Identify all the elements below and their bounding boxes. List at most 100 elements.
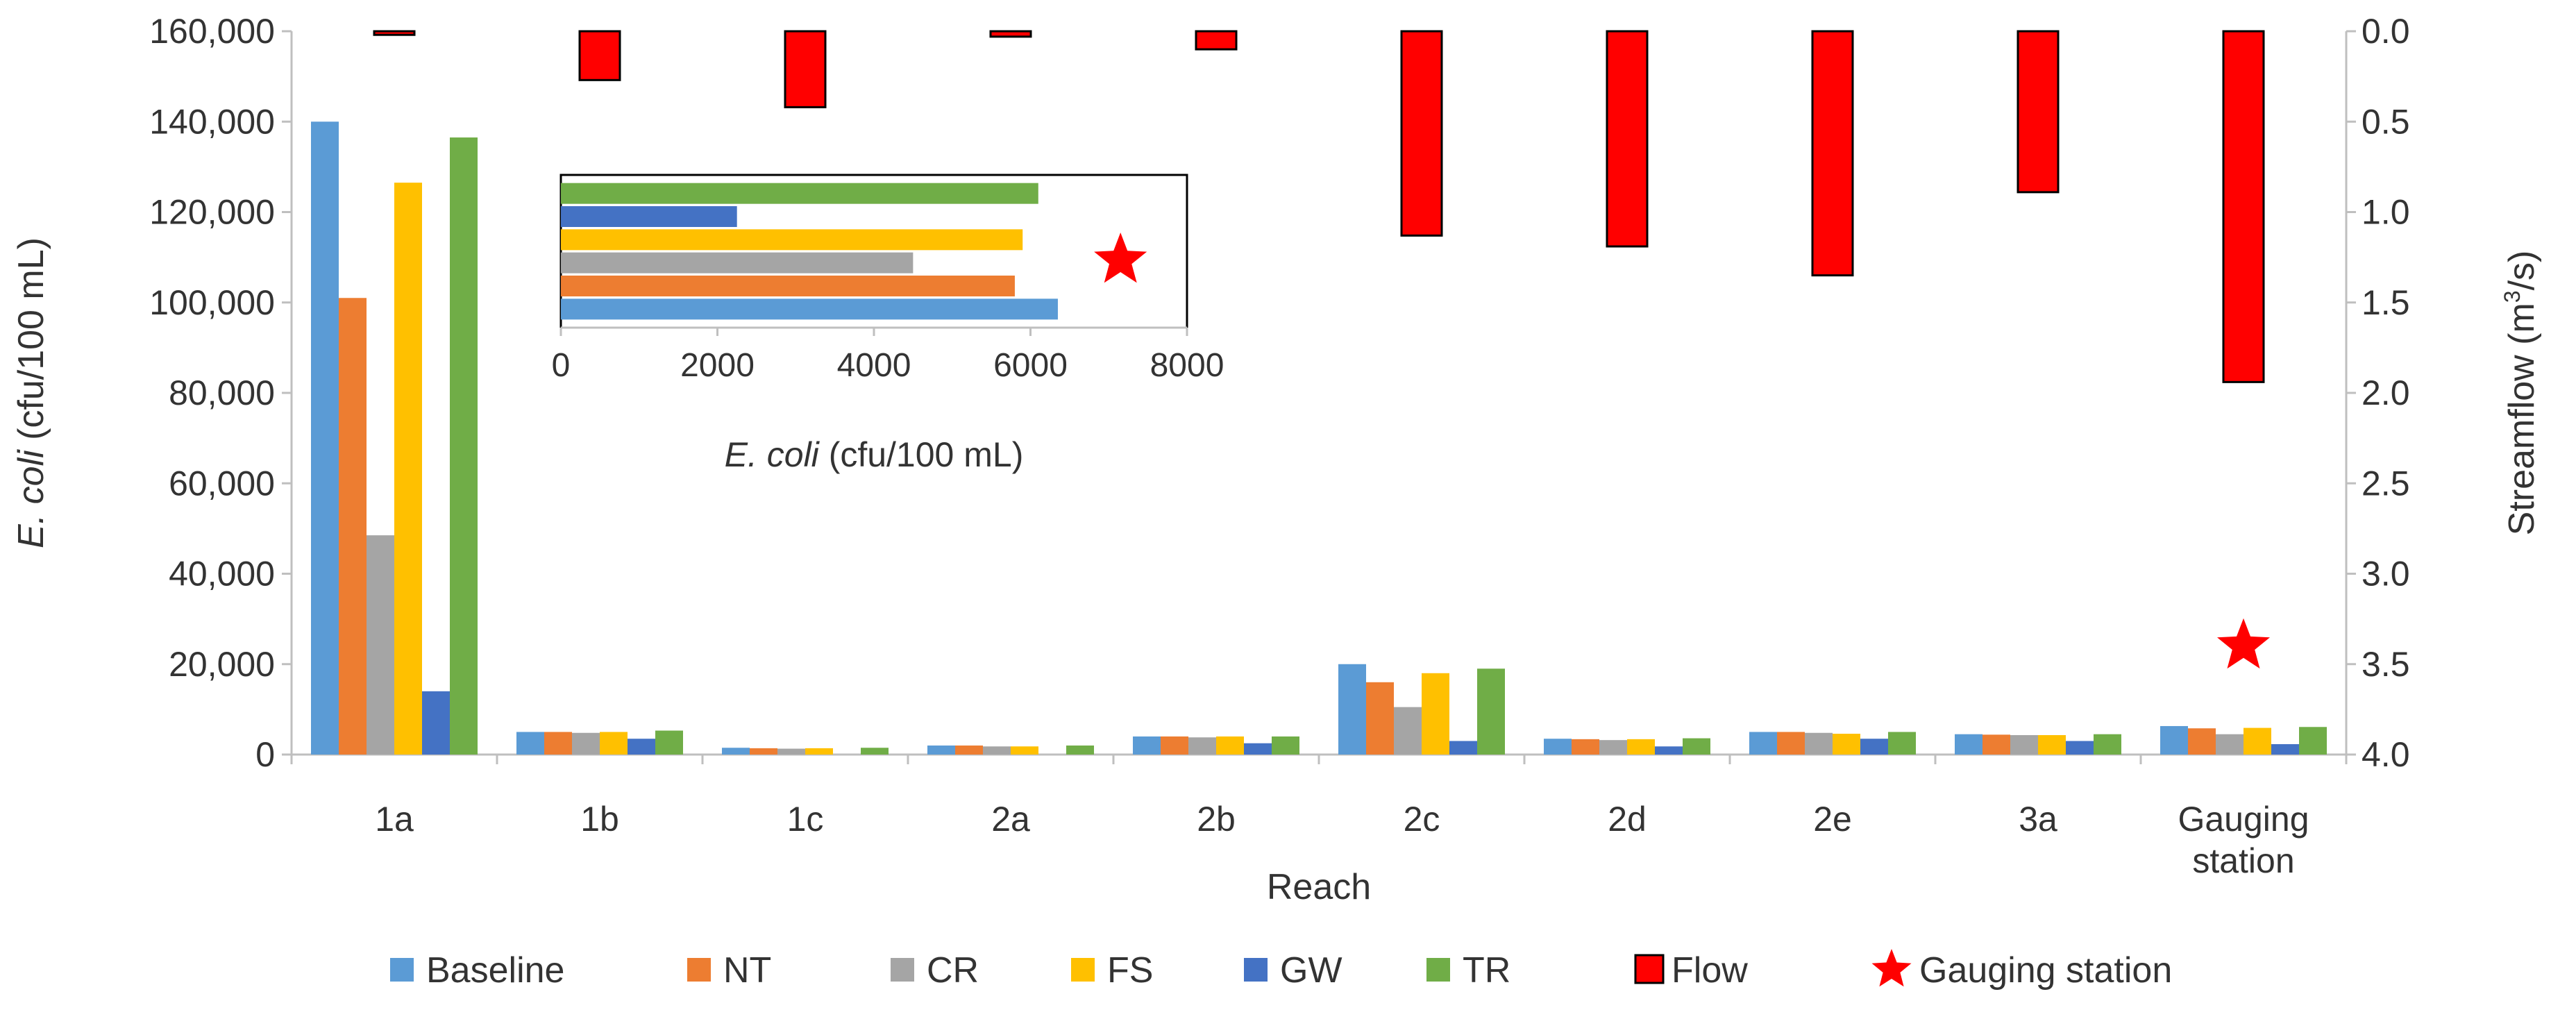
- x-axis-title: Reach: [1267, 867, 1371, 907]
- bar-gw-2b: [1244, 743, 1272, 755]
- bar-nt-1b: [544, 732, 572, 755]
- bar-tr-2d: [1683, 738, 1710, 755]
- x-tick-label: 2d: [1608, 800, 1647, 839]
- y-tick-label: 20,000: [169, 645, 275, 684]
- flow-bar-1b: [578, 30, 621, 81]
- bar-fs-1a: [394, 183, 422, 755]
- bar-cr-2a: [983, 746, 1011, 755]
- bar-tr-1a: [450, 137, 478, 755]
- y-axis-title-italic: E. coli: [11, 449, 51, 548]
- bar-nt-gauging-station: [2188, 728, 2216, 755]
- bar-fs-2a: [1011, 746, 1038, 755]
- y-tick-label: 40,000: [169, 555, 275, 594]
- bar-nt-2a: [955, 745, 983, 755]
- bar-cr-2d: [1599, 740, 1627, 755]
- y-tick-label: 160,000: [149, 12, 275, 51]
- y2-tick-label: 1.5: [2362, 283, 2410, 322]
- bar-tr-1c: [861, 748, 889, 755]
- legend-label-baseline: Baseline: [426, 950, 564, 991]
- bar-baseline-gauging-station: [2160, 725, 2188, 755]
- inset-bar-gw: [561, 206, 737, 227]
- x-tick-label-line: station: [2192, 841, 2294, 880]
- legend-label-flow: Flow: [1672, 950, 1748, 991]
- bar-fs-gauging-station: [2244, 727, 2271, 755]
- bar-fs-3a: [2038, 734, 2066, 755]
- bar-gw-2e: [1860, 739, 1888, 755]
- y2-tick-label: 4.0: [2362, 735, 2410, 774]
- bar-tr-2a: [1066, 745, 1094, 755]
- flow-bar-2e: [1811, 30, 1854, 277]
- legend-swatch-gauging-station: [1871, 949, 1912, 987]
- legend-label-gw: GW: [1280, 950, 1342, 991]
- x-tick-label: 1c: [787, 800, 824, 839]
- gauging-station-marker: [2217, 618, 2270, 669]
- y2-tick-label: 1.0: [2362, 193, 2410, 232]
- bar-tr-2e: [1888, 732, 1916, 755]
- bar-fs-2d: [1627, 739, 1655, 755]
- inset-x-tick-label: 4000: [837, 347, 911, 384]
- y2-tick-label: 0.5: [2362, 102, 2410, 141]
- y-tick-label: 100,000: [149, 283, 275, 322]
- bar-baseline-2d: [1544, 739, 1572, 755]
- y2-axis-title-main: Streamflow (m: [2502, 303, 2542, 535]
- bar-gw-1b: [628, 739, 655, 755]
- bar-tr-gauging-station: [2299, 727, 2327, 755]
- flow-bar-2b: [1195, 30, 1238, 51]
- bar-cr-2b: [1188, 737, 1216, 755]
- y2-axis-title-tail: /s): [2502, 251, 2542, 291]
- inset-bar-cr: [561, 252, 914, 273]
- bar-baseline-2b: [1133, 736, 1161, 755]
- x-tick-label: 2a: [991, 800, 1030, 839]
- bar-baseline-3a: [1955, 734, 1982, 755]
- bar-nt-1c: [750, 748, 777, 755]
- bar-gw-2c: [1449, 741, 1477, 755]
- inset-bar-tr: [561, 183, 1038, 204]
- y2-tick-label: 0.0: [2362, 12, 2410, 51]
- bar-nt-1a: [339, 298, 367, 755]
- inset-x-tick-label: 0: [552, 347, 571, 384]
- y2-axis-title: Streamflow (m3/s): [2500, 251, 2542, 536]
- y2-axis-title-superscript: 3: [2500, 290, 2525, 303]
- bar-gw-3a: [2066, 741, 2094, 755]
- inset-bar-baseline: [561, 298, 1058, 320]
- y2-tick-label: 3.5: [2362, 645, 2410, 684]
- bar-nt-2e: [1777, 732, 1805, 755]
- bar-cr-1b: [572, 732, 600, 755]
- legend-swatch-nt: [687, 958, 711, 982]
- bar-fs-1b: [600, 732, 628, 755]
- y2-tick-label: 3.0: [2362, 555, 2410, 594]
- legend-label-fs: FS: [1107, 950, 1153, 991]
- y-tick-label: 0: [255, 735, 275, 774]
- y2-tick-label: 2.0: [2362, 373, 2410, 412]
- flow-bar-1a: [373, 30, 416, 36]
- bar-baseline-2e: [1749, 732, 1777, 755]
- y-tick-label: 60,000: [169, 464, 275, 503]
- bar-gw-gauging-station: [2271, 744, 2299, 755]
- legend-label-cr: CR: [927, 950, 979, 991]
- x-tick-label: 1b: [580, 800, 619, 839]
- x-tick-label: 2b: [1197, 800, 1236, 839]
- inset-x-tick-label: 2000: [680, 347, 755, 384]
- bar-nt-2c: [1366, 682, 1394, 755]
- legend-swatch-flow: [1634, 954, 1665, 984]
- legend-swatch-tr: [1426, 958, 1450, 982]
- bar-cr-2e: [1805, 732, 1833, 755]
- flow-bar-gauging-station: [2222, 30, 2265, 383]
- bar-fs-2e: [1833, 734, 1860, 755]
- bar-nt-3a: [1982, 734, 2010, 755]
- x-tick-label: 2c: [1404, 800, 1440, 839]
- bar-cr-1c: [777, 748, 805, 755]
- y-axis-title: E. coli (cfu/100 mL): [11, 237, 51, 548]
- flow-bar-2c: [1400, 30, 1443, 237]
- bar-cr-1a: [367, 535, 394, 755]
- bar-baseline-2c: [1338, 664, 1366, 755]
- y2-tick-label: 2.5: [2362, 464, 2410, 503]
- bar-gw-1a: [422, 691, 450, 755]
- legend-swatch-fs: [1071, 958, 1095, 982]
- y-tick-label: 140,000: [149, 102, 275, 141]
- bar-fs-2c: [1422, 673, 1449, 755]
- inset-bar-fs: [561, 229, 1023, 251]
- inset-x-axis-title-italic: E. coli: [725, 435, 820, 474]
- bar-gw-2d: [1655, 746, 1683, 755]
